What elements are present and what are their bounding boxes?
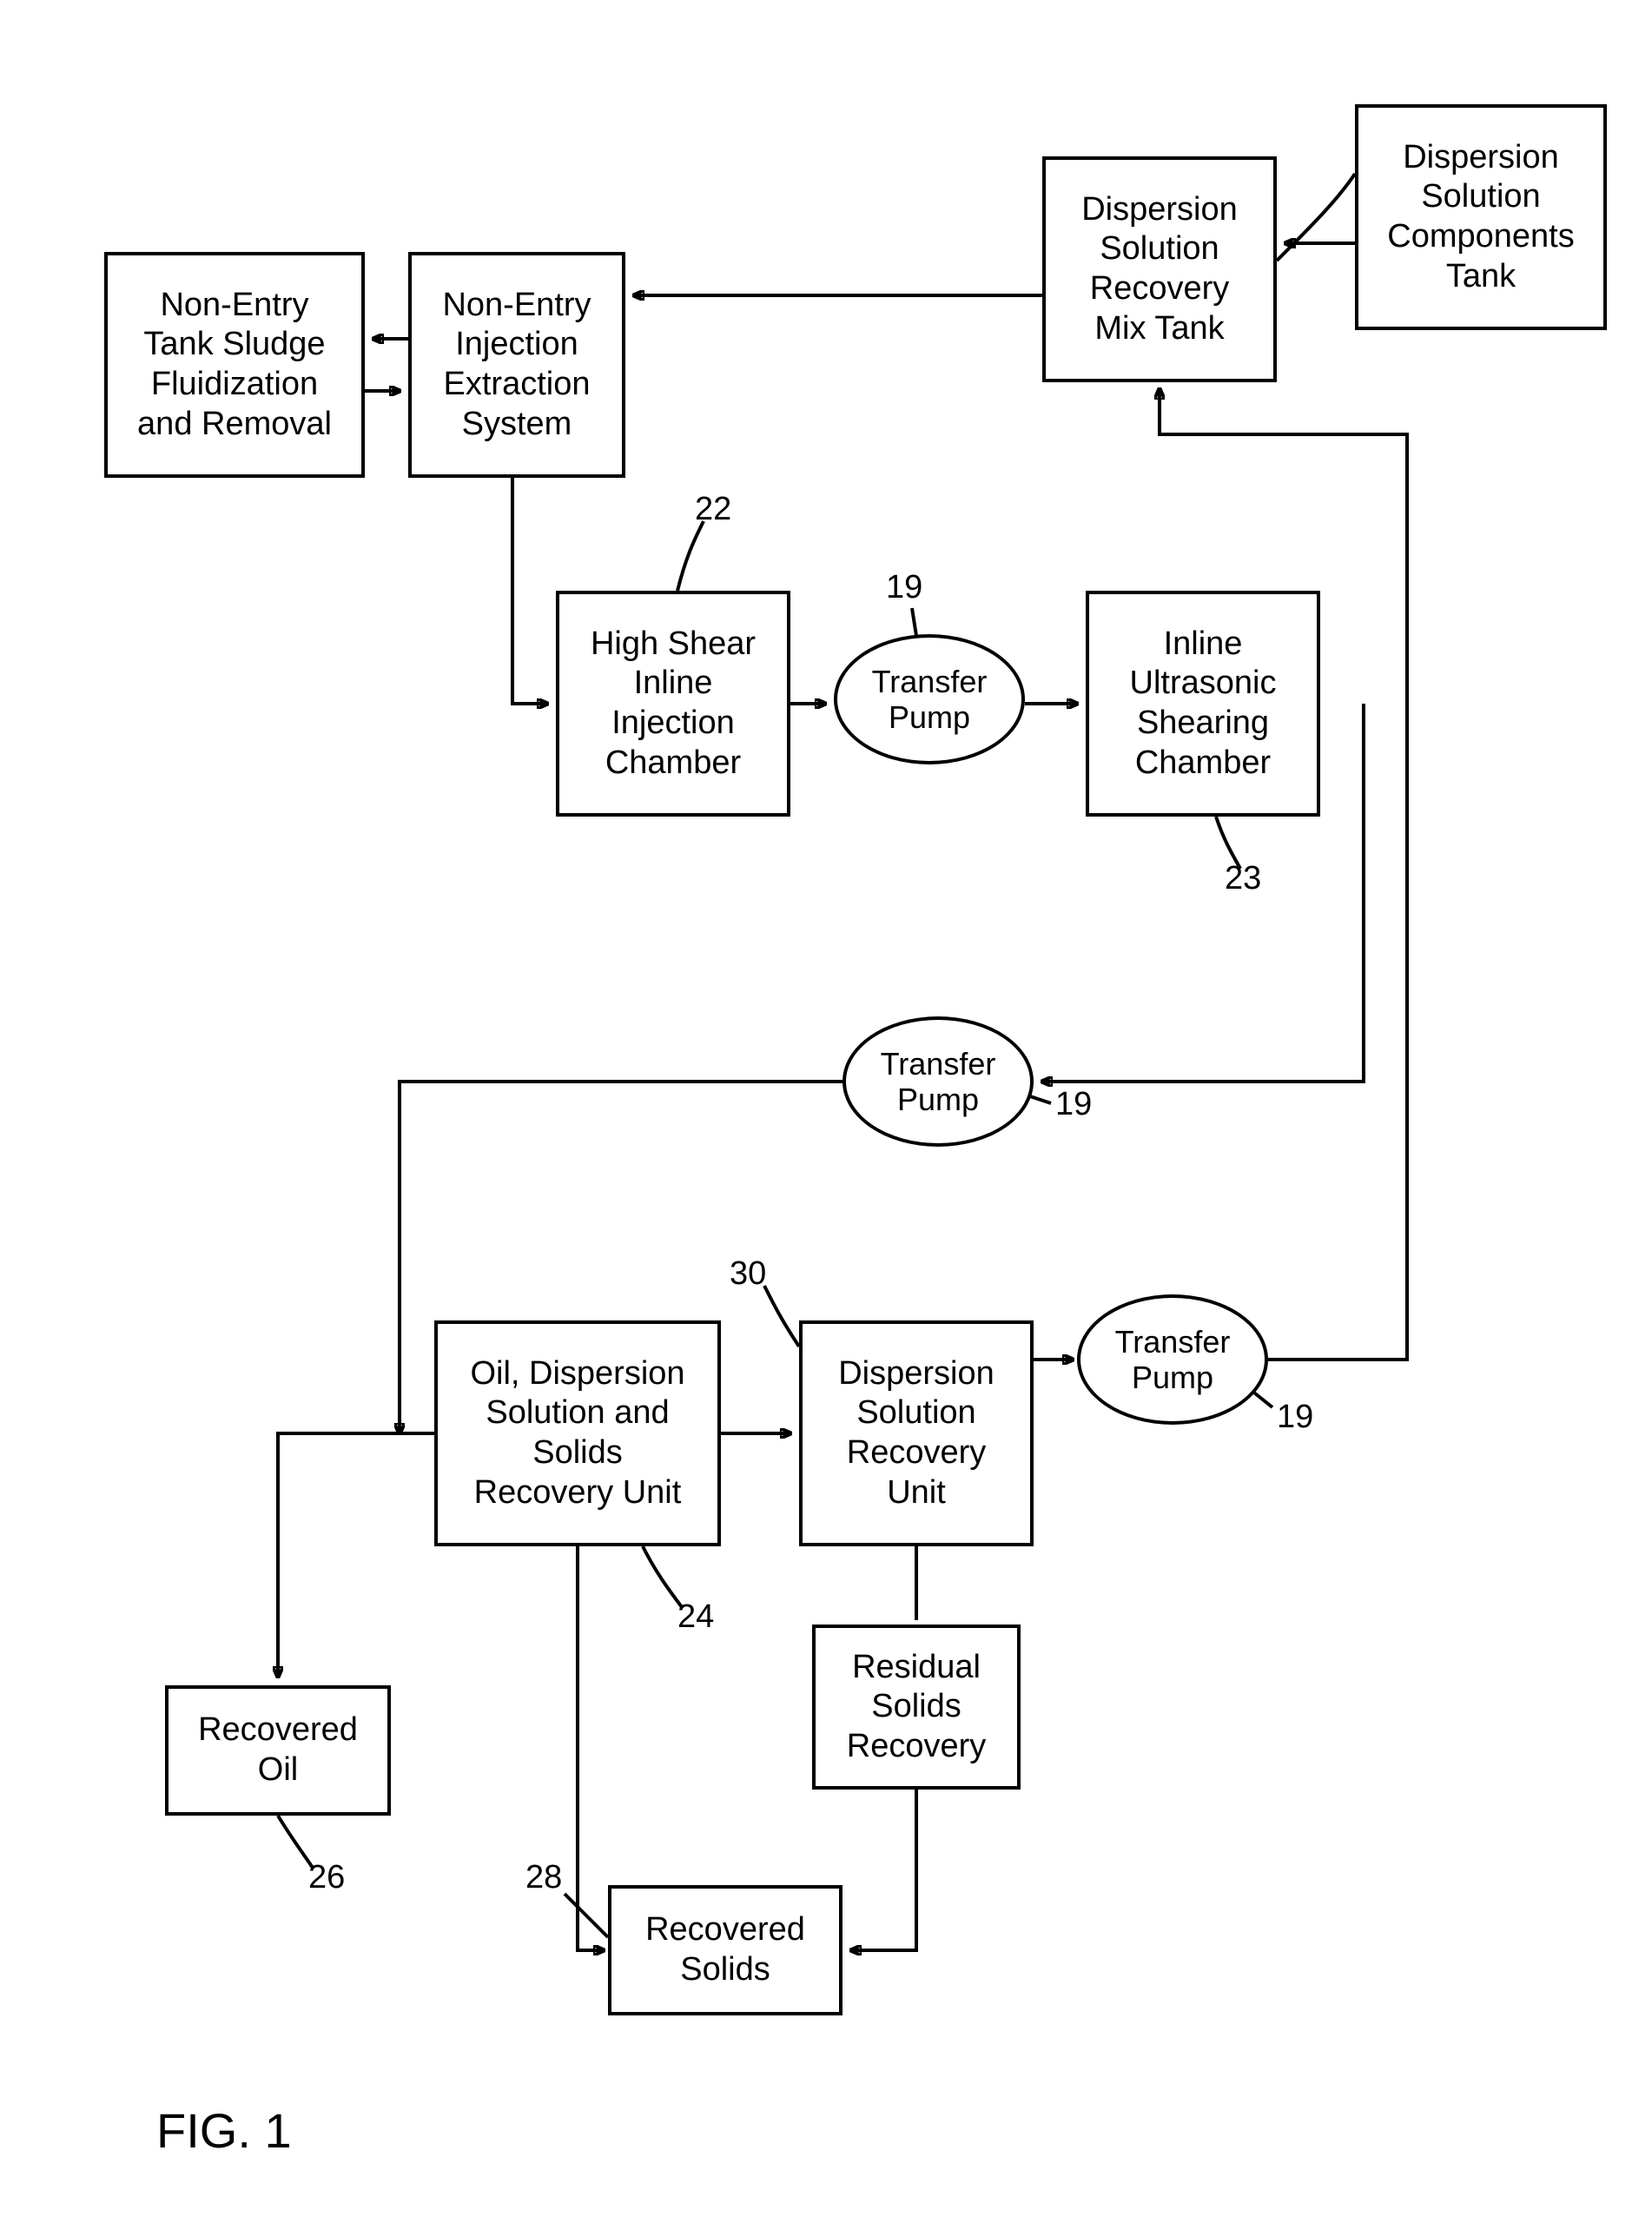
box-text: Solids <box>680 1950 770 1990</box>
pump-1: Transfer Pump <box>834 634 1025 764</box>
box-text: Recovery <box>1090 269 1230 309</box>
ref-26: 26 <box>308 1859 345 1896</box>
box-recovered-oil: Recovered Oil <box>165 1685 391 1816</box>
ref-19-c: 19 <box>1277 1399 1313 1436</box>
pump-text: Transfer <box>881 1046 996 1082</box>
ref-22: 22 <box>695 491 731 528</box>
pump-text: Pump <box>897 1082 979 1117</box>
box-text: Solution <box>1100 229 1219 269</box>
box-text: Residual <box>852 1648 981 1688</box>
box-dispersion-recovery-unit: Dispersion Solution Recovery Unit <box>799 1320 1034 1546</box>
pump-3: Transfer Pump <box>1077 1294 1268 1425</box>
box-text: Tank Sludge <box>143 325 325 365</box>
box-text: Injection <box>455 325 578 365</box>
ref-23: 23 <box>1225 860 1261 897</box>
box-text: System <box>462 405 572 445</box>
box-high-shear: High Shear Inline Injection Chamber <box>556 591 790 817</box>
box-text: Injection <box>611 704 735 744</box>
flowchart-diagram: Non-Entry Tank Sludge Fluidization and R… <box>0 0 1652 2230</box>
box-text: Solution <box>856 1393 975 1433</box>
box-text: Chamber <box>605 744 741 784</box>
box-text: Non-Entry <box>442 286 591 326</box>
box-text: Non-Entry <box>160 286 308 326</box>
box-text: Oil, Dispersion <box>470 1354 684 1394</box>
box-dispersion-mix: Dispersion Solution Recovery Mix Tank <box>1042 156 1277 382</box>
box-text: Components <box>1387 217 1574 257</box>
ref-19-b: 19 <box>1055 1086 1092 1123</box>
box-text: Solution <box>1421 177 1540 217</box>
pump-text: Pump <box>889 699 970 735</box>
figure-label: FIG. 1 <box>156 2102 292 2159</box>
box-non-entry-tank: Non-Entry Tank Sludge Fluidization and R… <box>104 252 365 478</box>
box-oil-dispersion-recovery: Oil, Dispersion Solution and Solids Reco… <box>434 1320 721 1546</box>
box-text: Fluidization <box>151 365 318 405</box>
pump-text: Transfer <box>1115 1324 1231 1360</box>
box-text: Extraction <box>444 365 591 405</box>
pump-text: Pump <box>1132 1360 1213 1395</box>
ref-28: 28 <box>525 1859 562 1896</box>
box-recovered-solids: Recovered Solids <box>608 1885 843 2015</box>
box-text: Solution and <box>486 1393 669 1433</box>
box-residual-solids: Residual Solids Recovery <box>812 1625 1021 1790</box>
box-text: High Shear <box>591 625 756 665</box>
ref-24: 24 <box>677 1598 714 1636</box>
box-text: Solids <box>871 1687 961 1727</box>
box-text: Recovery <box>847 1433 987 1473</box>
box-text: Oil <box>258 1750 298 1790</box>
box-text: Dispersion <box>838 1354 995 1394</box>
box-text: Recovered <box>198 1711 358 1750</box>
box-inline-ultrasonic: Inline Ultrasonic Shearing Chamber <box>1086 591 1320 817</box>
box-text: Recovered <box>645 1910 805 1950</box>
box-text: Ultrasonic <box>1130 664 1277 704</box>
box-text: Unit <box>887 1473 946 1513</box>
box-text: Solids <box>532 1433 623 1473</box>
ref-19-a: 19 <box>886 569 922 606</box>
box-dispersion-components: Dispersion Solution Components Tank <box>1355 104 1607 330</box>
box-text: Dispersion <box>1403 138 1559 178</box>
box-text: Recovery Unit <box>474 1473 682 1513</box>
pump-text: Transfer <box>872 664 988 699</box>
box-text: Dispersion <box>1081 190 1238 230</box>
box-text: Chamber <box>1135 744 1271 784</box>
box-text: Recovery <box>847 1727 987 1767</box>
box-text: Mix Tank <box>1094 309 1224 349</box>
box-non-entry-injection: Non-Entry Injection Extraction System <box>408 252 625 478</box>
pump-2: Transfer Pump <box>843 1016 1034 1147</box>
box-text: Tank <box>1446 257 1516 297</box>
box-text: Inline <box>1164 625 1243 665</box>
box-text: and Removal <box>137 405 332 445</box>
ref-30: 30 <box>730 1255 766 1293</box>
box-text: Inline <box>634 664 713 704</box>
box-text: Shearing <box>1137 704 1269 744</box>
